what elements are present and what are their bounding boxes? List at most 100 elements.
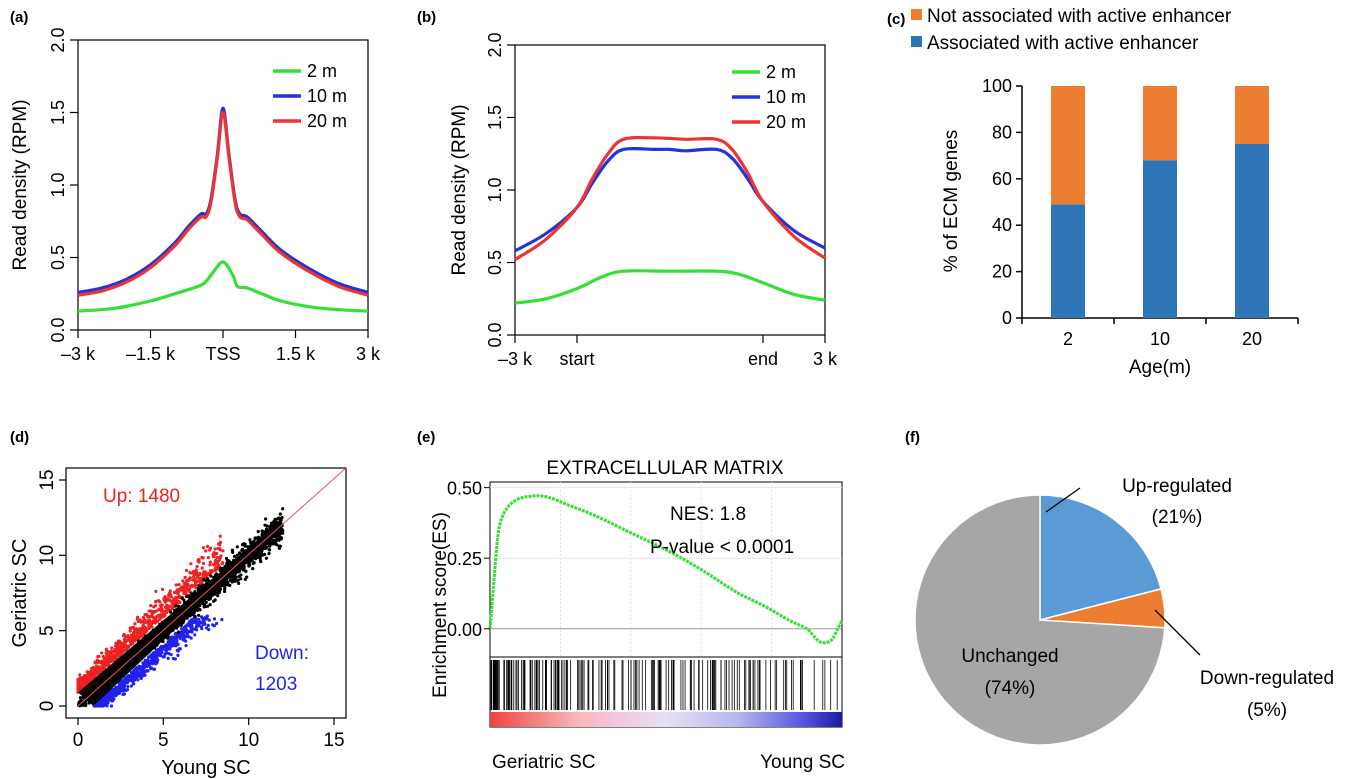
scatter-point-down bbox=[193, 633, 197, 637]
scatter-point-up bbox=[195, 564, 199, 569]
scatter-point-unchanged bbox=[189, 591, 193, 595]
y-tick-label: 20 bbox=[992, 262, 1012, 282]
y-tick-label: 60 bbox=[992, 169, 1012, 189]
scatter-point-up bbox=[218, 547, 222, 551]
scatter-point-down bbox=[187, 635, 191, 639]
panel-d-ticks: 0 5 10 15 0 5 10 15 bbox=[37, 469, 345, 751]
panel-f: (f) Up-regulated (21%) Down-regulated (5… bbox=[905, 429, 1334, 746]
legend-label: Associated with active enhancer bbox=[927, 33, 1199, 54]
x-tick-label: 1.5 k bbox=[276, 344, 316, 364]
scatter-point-unchanged bbox=[278, 512, 282, 516]
scatter-point-down bbox=[175, 648, 179, 653]
panel-a-y-label: Read density (RPM) bbox=[10, 99, 31, 270]
scatter-point-unchanged bbox=[235, 545, 239, 549]
scatter-point-up bbox=[119, 643, 124, 647]
scatter-point-unchanged bbox=[275, 538, 279, 542]
scatter-point-down bbox=[129, 670, 134, 675]
y-tick-label: 5 bbox=[37, 625, 58, 636]
scatter-point-down bbox=[114, 685, 118, 689]
scatter-point-up bbox=[221, 560, 225, 565]
scatter-point-up bbox=[136, 615, 140, 619]
x-tick-label: 20 bbox=[1242, 329, 1262, 349]
scatter-point-up bbox=[78, 673, 82, 677]
scatter-point-down bbox=[125, 680, 129, 684]
scatter-point-down bbox=[190, 624, 194, 629]
scatter-point-unchanged bbox=[202, 602, 206, 606]
scatter-point-up bbox=[105, 649, 109, 653]
panel-e-barcode bbox=[489, 660, 842, 727]
panel-f-down-leader bbox=[1154, 609, 1201, 656]
scatter-point-up bbox=[121, 648, 125, 652]
scatter-point-unchanged bbox=[206, 604, 210, 608]
scatter-point-up bbox=[183, 575, 187, 579]
scatter-point-up bbox=[203, 570, 207, 574]
scatter-point-up bbox=[90, 675, 94, 679]
panel-e-y-label: Enrichment score(ES) bbox=[430, 512, 451, 698]
scatter-point-unchanged bbox=[222, 589, 227, 594]
y-tick-label: 1.5 bbox=[485, 105, 505, 130]
scatter-point-up bbox=[157, 617, 161, 622]
scatter-point-down bbox=[199, 615, 204, 619]
scatter-point-up bbox=[193, 581, 198, 585]
scatter-point-up bbox=[78, 679, 83, 683]
scatter-point-up bbox=[175, 596, 179, 600]
scatter-point-up bbox=[201, 561, 206, 566]
legend-swatch bbox=[911, 36, 922, 47]
panel-d-points bbox=[76, 467, 347, 708]
y-tick-label: 80 bbox=[992, 122, 1012, 142]
panel-b-x-ticks: –3 k start end 3 k bbox=[498, 335, 838, 369]
scatter-point-unchanged bbox=[253, 536, 257, 540]
scatter-point-down bbox=[171, 656, 175, 661]
legend-label: 20 m bbox=[307, 111, 347, 131]
panel-d-plot-frame bbox=[65, 467, 347, 719]
scatter-point-up bbox=[188, 570, 192, 575]
y-tick-label: 2.0 bbox=[485, 32, 505, 57]
scatter-point-up bbox=[192, 575, 196, 579]
panel-a-letter: (a) bbox=[10, 9, 28, 26]
scatter-point-up bbox=[197, 557, 201, 562]
scatter-point-up bbox=[185, 584, 189, 589]
scatter-point-up bbox=[114, 653, 118, 657]
legend-label: 10 m bbox=[307, 86, 347, 106]
scatter-point-up bbox=[196, 575, 200, 579]
scatter-point-down bbox=[184, 634, 188, 638]
scatter-point-up bbox=[93, 671, 97, 675]
scatter-point-unchanged bbox=[226, 583, 230, 587]
scatter-point-unchanged bbox=[237, 581, 241, 585]
panel-d-up-count: Up: 1480 bbox=[103, 486, 180, 507]
scatter-point-unchanged bbox=[247, 564, 251, 568]
scatter-point-down bbox=[182, 630, 186, 634]
y-tick-label: 2.0 bbox=[48, 27, 68, 52]
scatter-point-up bbox=[208, 560, 212, 564]
scatter-point-up bbox=[170, 606, 174, 610]
scatter-point-down bbox=[203, 616, 207, 620]
scatter-point-down bbox=[132, 682, 136, 686]
bar-segment bbox=[1051, 86, 1085, 205]
panel-a: (a) 0.0 0.5 1.0 1.5 2.0 –3 k –1.5 k TSS 1.5 k 3 … bbox=[10, 9, 381, 364]
scatter-point-down bbox=[182, 638, 186, 642]
scatter-point-up bbox=[204, 549, 208, 553]
panel-f-letter: (f) bbox=[905, 429, 920, 446]
y-tick-label: 1.0 bbox=[48, 172, 68, 197]
scatter-point-down bbox=[206, 623, 210, 628]
scatter-point-up bbox=[101, 667, 105, 671]
scatter-point-up bbox=[85, 670, 89, 674]
scatter-point-down bbox=[179, 627, 184, 631]
panel-b-y-ticks: 0.0 0.5 1.0 1.5 2.0 bbox=[485, 32, 515, 348]
scatter-point-up bbox=[129, 633, 133, 637]
scatter-point-up bbox=[115, 647, 120, 651]
scatter-point-down bbox=[201, 622, 205, 626]
scatter-point-down bbox=[207, 627, 211, 632]
scatter-point-down bbox=[128, 675, 132, 679]
panel-a-legend: 2 m 10 m 20 m bbox=[273, 61, 347, 131]
x-tick-label: –1.5 k bbox=[126, 344, 176, 364]
scatter-point-down bbox=[167, 652, 171, 656]
scatter-point-up bbox=[155, 615, 159, 619]
scatter-point-down bbox=[162, 655, 166, 659]
scatter-point-unchanged bbox=[196, 586, 200, 591]
scatter-point-up bbox=[90, 667, 95, 671]
scatter-point-unchanged bbox=[273, 541, 278, 545]
y-tick-label: 0.5 bbox=[485, 250, 505, 275]
x-tick-label: 3 k bbox=[813, 349, 838, 369]
scatter-point-unchanged bbox=[218, 587, 223, 591]
